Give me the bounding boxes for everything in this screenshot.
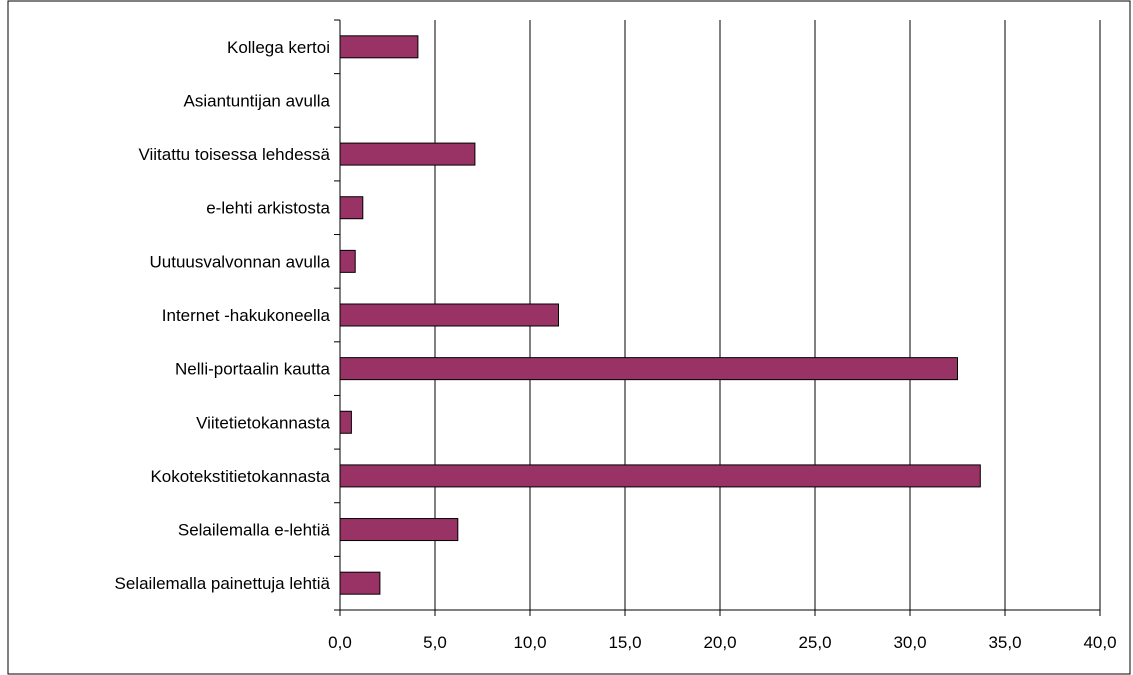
x-tick-label: 15,0 bbox=[608, 633, 641, 652]
bar bbox=[339, 142, 476, 166]
category-label: Kollega kertoi bbox=[227, 38, 330, 57]
axes bbox=[334, 19, 1101, 616]
bar bbox=[339, 518, 459, 542]
bar bbox=[339, 357, 958, 381]
bar bbox=[339, 410, 352, 434]
bar bbox=[339, 35, 419, 59]
x-tick-label: 40,0 bbox=[1083, 633, 1116, 652]
x-tick-label: 25,0 bbox=[798, 633, 831, 652]
bar bbox=[339, 249, 356, 273]
category-label: Nelli-portaalin kautta bbox=[175, 360, 331, 379]
category-label: Uutuusvalvonnan avulla bbox=[149, 252, 330, 271]
x-tick-label: 30,0 bbox=[893, 633, 926, 652]
bars bbox=[339, 35, 981, 595]
category-label: Kokotekstitietokannasta bbox=[150, 467, 330, 486]
x-tick-label: 20,0 bbox=[703, 633, 736, 652]
category-label: Viitattu toisessa lehdessä bbox=[138, 145, 330, 164]
x-tick-label: 0,0 bbox=[328, 633, 352, 652]
gridlines bbox=[434, 20, 1101, 610]
category-label: Selailemalla painettuja lehtiä bbox=[115, 574, 331, 593]
tick-labels: 0,0 5,0 10,0 15,0 20,0 25,0 30,0 35,0 40,0 bbox=[328, 633, 1116, 652]
x-tick-label: 35,0 bbox=[988, 633, 1021, 652]
bar bbox=[339, 464, 981, 488]
bar bbox=[339, 571, 381, 595]
category-label: Selailemalla e-lehtiä bbox=[178, 521, 331, 540]
category-label: Viitetietokannasta bbox=[196, 413, 330, 432]
x-tick-label: 10,0 bbox=[513, 633, 546, 652]
category-labels: Kollega kertoi Asiantuntijan avulla Viitat… bbox=[115, 38, 331, 593]
bar bbox=[339, 303, 559, 327]
x-tick-label: 5,0 bbox=[423, 633, 447, 652]
bar bbox=[339, 196, 364, 220]
category-label: e-lehti arkistosta bbox=[206, 199, 330, 218]
category-label: Internet -hakukoneella bbox=[162, 306, 331, 325]
chart-border bbox=[7, 0, 1131, 675]
category-label: Asiantuntijan avulla bbox=[184, 91, 331, 110]
